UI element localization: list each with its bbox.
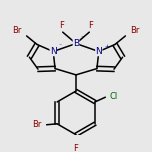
- Text: +: +: [105, 44, 110, 49]
- Text: B: B: [73, 39, 79, 48]
- Text: N: N: [95, 47, 102, 56]
- Text: F: F: [88, 21, 93, 30]
- Text: Br: Br: [32, 120, 42, 129]
- Text: Br: Br: [12, 26, 22, 35]
- Text: ⁻: ⁻: [80, 36, 83, 41]
- Text: Br: Br: [130, 26, 140, 35]
- Text: ⁻: ⁻: [59, 44, 62, 49]
- Text: Cl: Cl: [109, 92, 118, 101]
- Text: N: N: [50, 47, 57, 56]
- Text: F: F: [59, 21, 64, 30]
- Text: F: F: [74, 145, 78, 152]
